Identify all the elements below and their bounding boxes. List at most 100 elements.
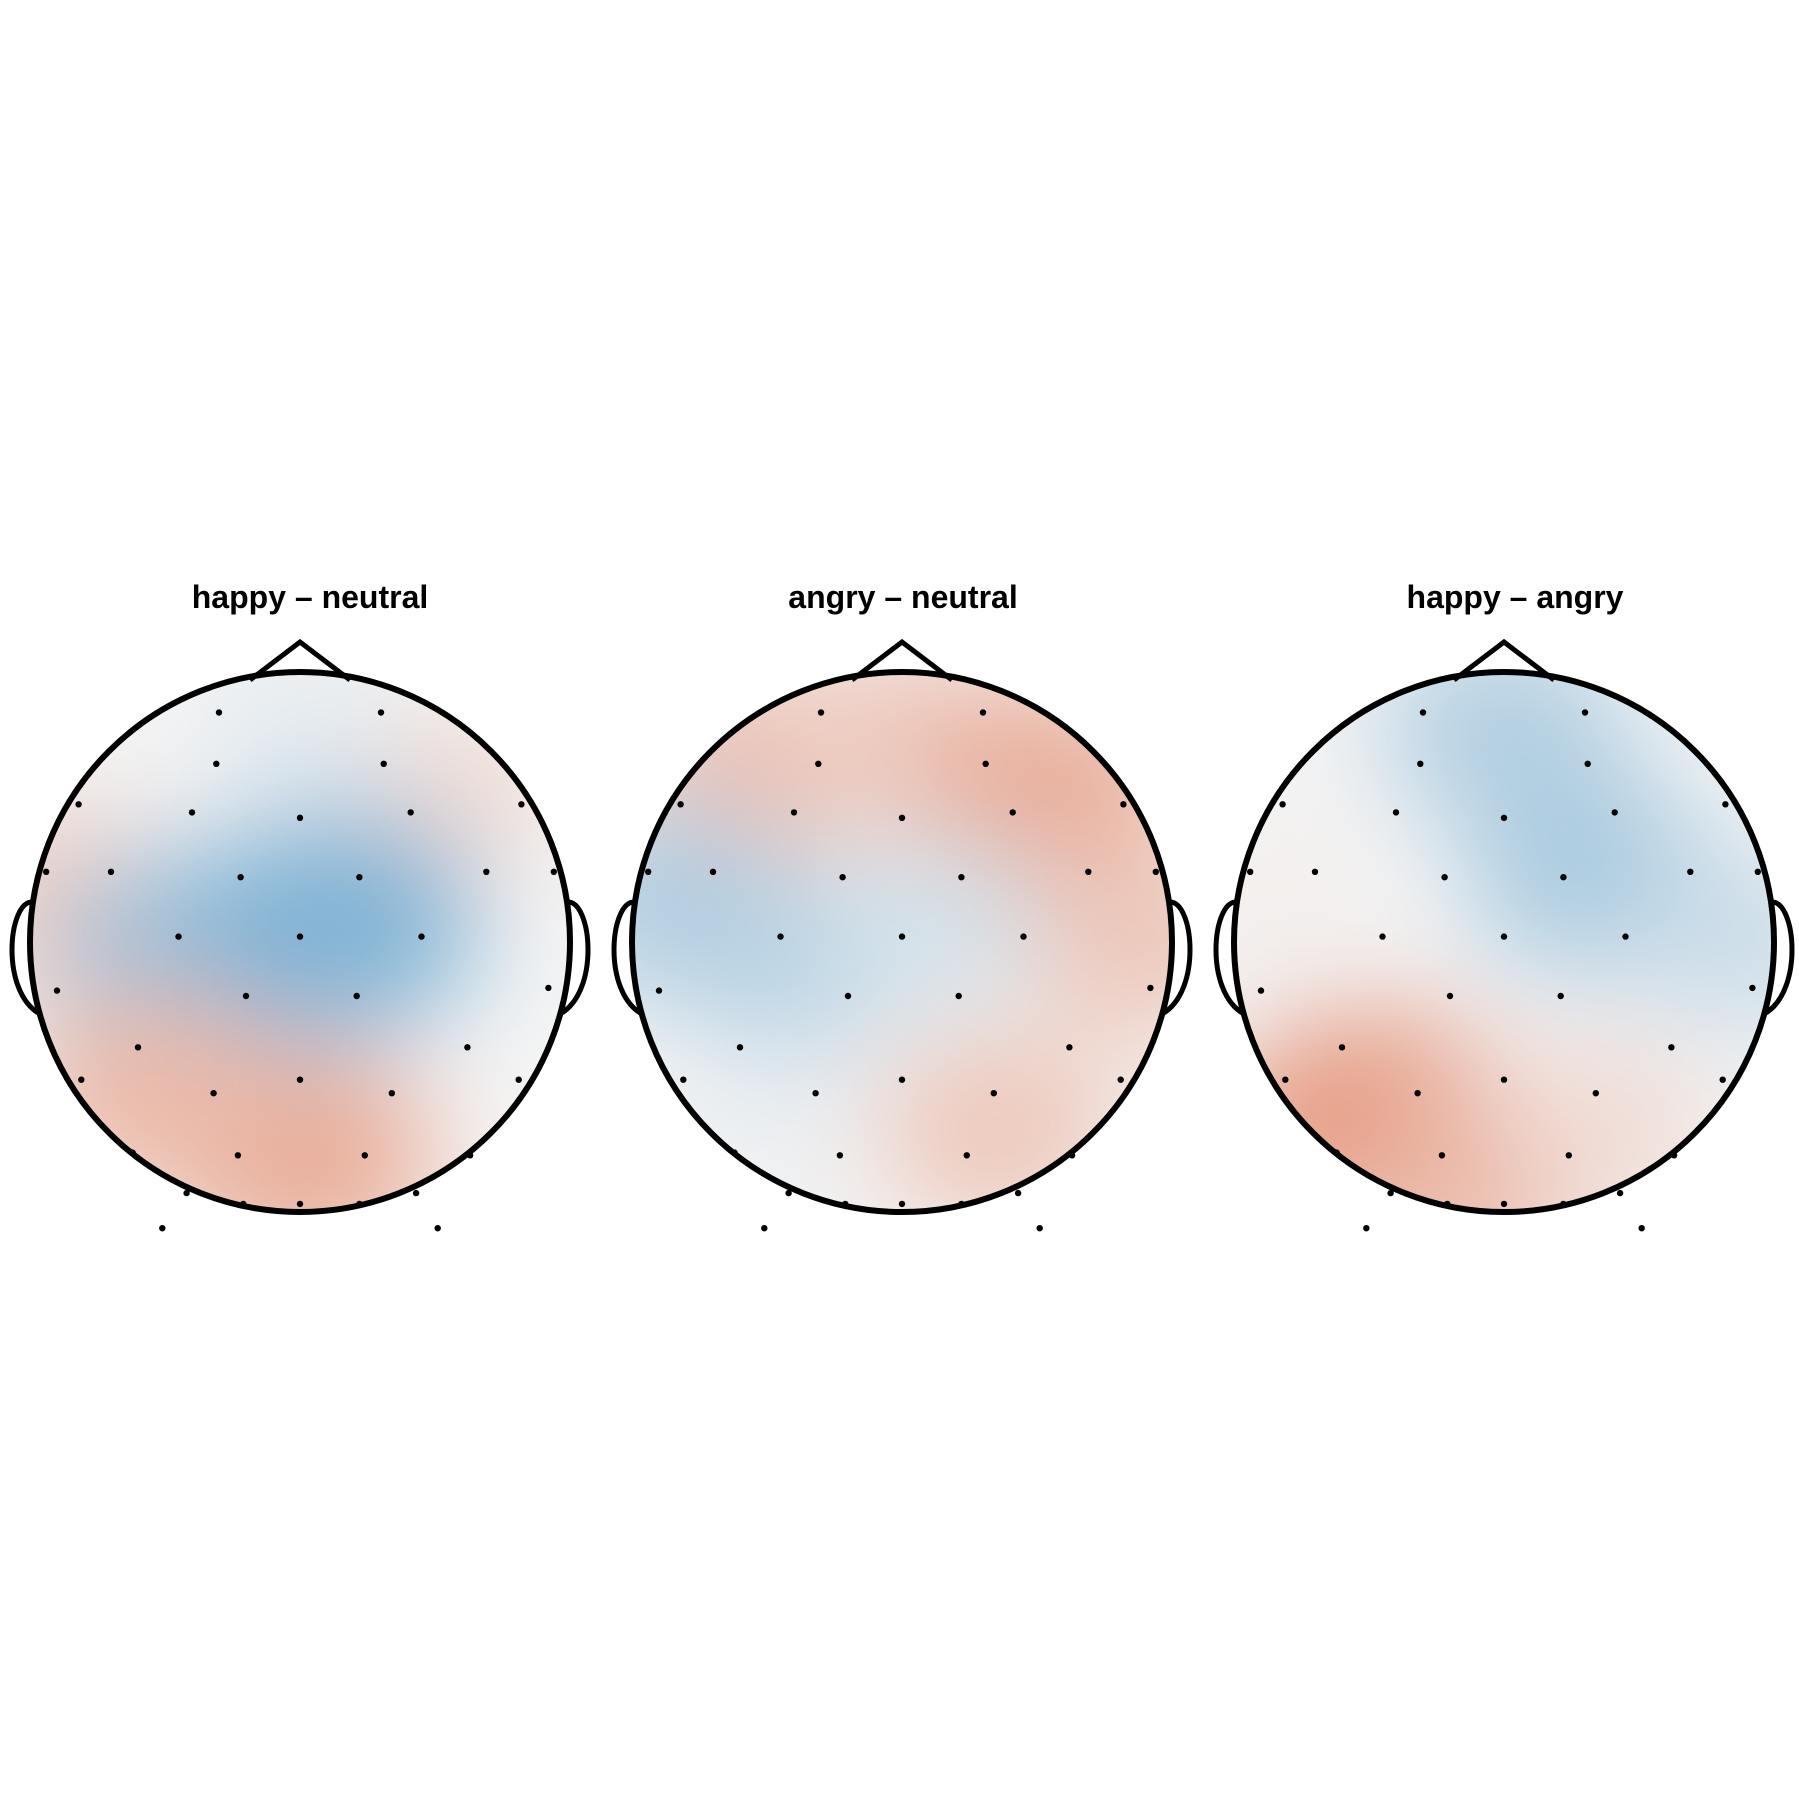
electrode-dot: [1622, 933, 1629, 940]
electrode-dot: [1417, 760, 1424, 767]
electrode-dot: [898, 933, 906, 940]
electrode-dot: [842, 1200, 849, 1208]
electrode-dot: [296, 1076, 304, 1083]
electrode-dot: [844, 992, 852, 1000]
nose-outline: [850, 638, 954, 682]
electrode-dot: [515, 1076, 522, 1083]
electrode-dot: [134, 1044, 142, 1051]
electrode-dot: [1009, 809, 1016, 816]
electrode-dot: [356, 1200, 363, 1208]
electrode-dot: [1560, 874, 1567, 881]
electrode-dot: [1085, 868, 1092, 875]
activation-blob-central-right: [185, 805, 479, 1041]
electrode-dot: [1020, 933, 1027, 940]
electrode-dot: [353, 992, 360, 1000]
electrode-dot: [1036, 1225, 1043, 1232]
electrode-dot: [1687, 868, 1694, 875]
electrode-dot: [1638, 1225, 1645, 1232]
electrode-dot: [1282, 1076, 1289, 1083]
electrode-dot: [412, 1189, 420, 1197]
electrode-dot: [388, 1090, 395, 1097]
electrode-dot: [709, 868, 717, 875]
activation-blob-central-right: [825, 835, 1044, 1011]
electrode-dot: [958, 1200, 965, 1208]
electrode-dot: [377, 709, 385, 716]
electrode-dot: [43, 868, 50, 875]
electrode-dot: [296, 933, 304, 940]
electrode-dot: [1500, 1200, 1508, 1208]
electrode-dot: [1616, 1189, 1624, 1197]
electrode-dot: [1500, 1076, 1508, 1083]
electrode-dot: [237, 874, 244, 881]
electrode-dot: [129, 1149, 136, 1156]
electrode-dot: [1565, 1152, 1573, 1159]
activation-blob-left-temporal: [1234, 822, 1365, 981]
panel-title-happy-neutral: happy – neutral: [192, 579, 429, 615]
electrode-dot: [1719, 1076, 1726, 1083]
electrode-dot: [982, 760, 989, 767]
right-ear-outline: [558, 899, 591, 1017]
nose-outline: [248, 638, 352, 682]
electrode-dot: [1668, 1044, 1675, 1051]
electrode-dot: [483, 868, 490, 875]
electrode-dot: [812, 1090, 819, 1097]
electrode-dot: [958, 874, 965, 881]
electrode-dot: [1592, 1090, 1600, 1097]
left-ear-outline: [611, 899, 644, 1017]
activation-blob-right-temporal: [1019, 845, 1172, 1039]
electrode-dot: [677, 801, 684, 808]
electrode-dot: [1363, 1225, 1370, 1232]
scalp-map-fill: [30, 672, 570, 1212]
topoplot-panel-happy-neutral: happy – neutral: [9, 579, 591, 1232]
electrode-dot: [1257, 987, 1265, 994]
electrode-dot: [242, 992, 250, 1000]
electrode-dot: [407, 809, 414, 816]
electrode-dot: [645, 868, 652, 875]
electrode-dot: [1441, 874, 1448, 881]
electrode-dot: [979, 709, 987, 716]
electrode-dot: [361, 1152, 368, 1159]
electrode-dot: [817, 709, 825, 716]
electrode-dot: [545, 984, 552, 992]
electrode-dot: [777, 933, 784, 940]
electrode-dot: [183, 1189, 190, 1197]
electrode-dot: [1446, 992, 1454, 1000]
electrode-dot: [990, 1090, 997, 1097]
electrode-dot: [1670, 1152, 1678, 1159]
electrode-dot: [210, 1090, 217, 1097]
electrode-dot: [1147, 984, 1154, 992]
electrode-dot: [963, 1152, 970, 1159]
electrode-dot: [296, 1200, 304, 1208]
electrode-dot: [839, 874, 846, 881]
head-outline: [1231, 669, 1777, 1215]
electrode-dot: [1581, 709, 1589, 716]
left-ear-outline: [1213, 899, 1246, 1017]
electrode-dot: [1014, 1189, 1022, 1197]
electrode-dot: [296, 814, 304, 821]
electrode-dot: [356, 874, 363, 881]
electrode-dot: [955, 992, 962, 1000]
electrode-dot: [785, 1189, 792, 1197]
electrode-dot: [1414, 1090, 1421, 1097]
electrode-dot: [518, 801, 525, 808]
activation-blob-frontal-midline: [198, 672, 402, 813]
left-ear-outline: [9, 899, 42, 1017]
electrode-dot: [1560, 1200, 1567, 1208]
electrode-dot: [1279, 801, 1286, 808]
electrode-dot: [836, 1152, 844, 1159]
electrode-dot: [188, 809, 196, 816]
electrode-dot: [1333, 1149, 1340, 1156]
electrode-dot: [1754, 868, 1762, 875]
panel-title-angry-neutral: angry – neutral: [788, 579, 1017, 615]
electrode-dot: [434, 1225, 441, 1232]
electrode-dot: [418, 933, 425, 940]
electrode-dot: [1419, 709, 1427, 716]
electrode-dot: [680, 1076, 687, 1083]
electrode-dot: [53, 987, 61, 994]
electrode-markers: [645, 709, 1160, 1232]
electrode-markers: [1247, 709, 1762, 1232]
electrode-dot: [1068, 1152, 1076, 1159]
electrode-dot: [1722, 801, 1729, 808]
electrode-dot: [1120, 801, 1127, 808]
